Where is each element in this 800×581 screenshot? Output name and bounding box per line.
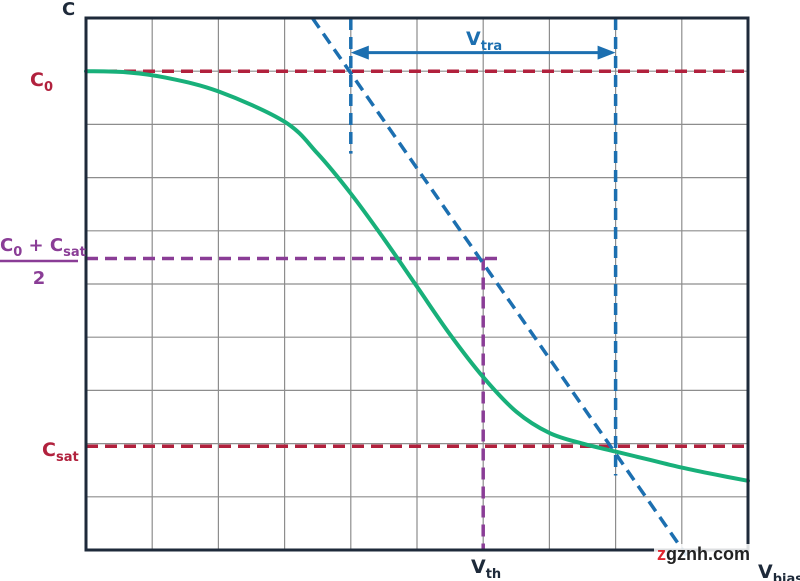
vtra-label: Vtra [466, 28, 502, 54]
vtra-label-sub: tra [481, 39, 502, 54]
y-axis-label: C [62, 0, 75, 20]
watermark: zgznh.com [654, 544, 753, 565]
c0-label-sub: 0 [44, 80, 53, 95]
vth-label: Vth [471, 556, 501, 581]
c0-label: C0 [30, 69, 53, 95]
csat-label-sub: sat [56, 450, 79, 465]
mid-fraction-part: + [22, 235, 50, 256]
c0-label-main: C [30, 69, 44, 91]
mid-fraction-part: 0 [13, 245, 22, 260]
vtra-arrowhead-left [350, 45, 369, 60]
plot-frame [84, 16, 750, 552]
csat-label-main: C [42, 439, 56, 461]
mid-fraction-part: sat [63, 245, 86, 260]
vth-label-sub: th [486, 567, 501, 581]
vth-label-main: V [471, 556, 486, 578]
mid-fraction-part: C [0, 235, 13, 256]
mid-fraction-part: C [50, 235, 63, 256]
csat-label: Csat [42, 439, 79, 465]
curves [84, 69, 750, 483]
vtra-label-main: V [466, 28, 481, 50]
mid-fraction-denominator: 2 [33, 268, 46, 289]
x-axis-label-sub: bias [773, 572, 800, 581]
tangent-line [310, 17, 688, 557]
mid-fraction-numerator: C0 + Csat [0, 235, 86, 260]
reference-lines [86, 17, 748, 557]
capacitance-curve [84, 69, 750, 483]
x-axis-label: Vbias [758, 561, 800, 581]
vtra-arrowhead-right [597, 45, 616, 60]
x-axis-label-main: V [758, 561, 773, 581]
